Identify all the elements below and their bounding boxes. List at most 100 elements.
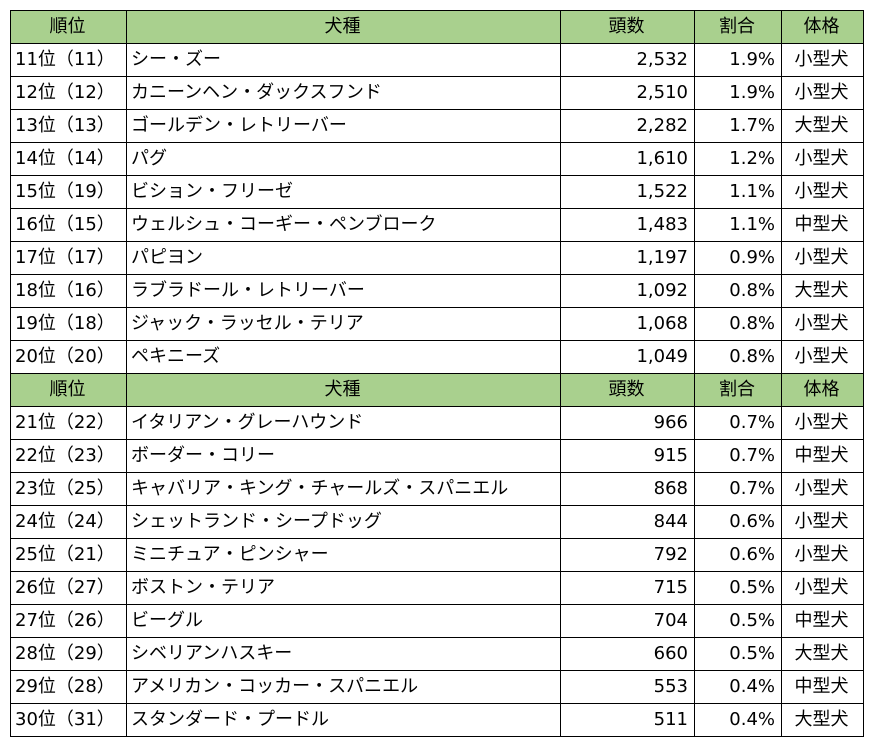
rank-cell: 13位（13） <box>10 109 127 143</box>
breed-cell: ジャック・ラッセル・テリア <box>126 307 561 341</box>
table-row: 24位（24） シェットランド・シープドッグ 844 0.6% 小型犬 <box>10 505 864 539</box>
table-row: 27位（26） ビーグル 704 0.5% 中型犬 <box>10 604 864 638</box>
table-body: 順位 犬種 頭数 割合 体格 11位（11） シー・ズー 2,532 1.9% … <box>10 10 864 737</box>
count-cell: 1,522 <box>560 175 695 209</box>
table-row: 29位（28） アメリカン・コッカー・スパニエル 553 0.4% 中型犬 <box>10 670 864 704</box>
rank-cell: 21位（22） <box>10 406 127 440</box>
rank-cell: 25位（21） <box>10 538 127 572</box>
size-cell: 大型犬 <box>781 703 864 737</box>
header-ratio: 割合 <box>694 373 782 407</box>
ratio-cell: 1.1% <box>694 208 782 242</box>
ratio-cell: 0.7% <box>694 406 782 440</box>
ratio-cell: 0.6% <box>694 538 782 572</box>
count-cell: 511 <box>560 703 695 737</box>
size-cell: 小型犬 <box>781 142 864 176</box>
table-row: 12位（12） カニーンヘン・ダックスフンド 2,510 1.9% 小型犬 <box>10 76 864 110</box>
ratio-cell: 1.1% <box>694 175 782 209</box>
size-cell: 小型犬 <box>781 76 864 110</box>
breed-cell: アメリカン・コッカー・スパニエル <box>126 670 561 704</box>
rank-cell: 29位（28） <box>10 670 127 704</box>
table-row: 18位（16） ラブラドール・レトリーバー 1,092 0.8% 大型犬 <box>10 274 864 308</box>
header-row-1: 順位 犬種 頭数 割合 体格 <box>10 10 864 44</box>
table-row: 28位（29） シベリアンハスキー 660 0.5% 大型犬 <box>10 637 864 671</box>
breed-cell: パグ <box>126 142 561 176</box>
table-row: 20位（20） ペキニーズ 1,049 0.8% 小型犬 <box>10 340 864 374</box>
size-cell: 小型犬 <box>781 340 864 374</box>
size-cell: 小型犬 <box>781 571 864 605</box>
table-row: 26位（27） ボストン・テリア 715 0.5% 小型犬 <box>10 571 864 605</box>
size-cell: 小型犬 <box>781 241 864 275</box>
rank-cell: 28位（29） <box>10 637 127 671</box>
table-row: 23位（25） キャバリア・キング・チャールズ・スパニエル 868 0.7% 小… <box>10 472 864 506</box>
rank-cell: 19位（18） <box>10 307 127 341</box>
count-cell: 2,510 <box>560 76 695 110</box>
ratio-cell: 0.5% <box>694 571 782 605</box>
ratio-cell: 0.7% <box>694 439 782 473</box>
size-cell: 大型犬 <box>781 109 864 143</box>
header-breed: 犬種 <box>126 373 561 407</box>
breed-cell: シー・ズー <box>126 43 561 77</box>
rank-cell: 24位（24） <box>10 505 127 539</box>
header-count: 頭数 <box>560 10 695 44</box>
count-cell: 868 <box>560 472 695 506</box>
breed-cell: スタンダード・プードル <box>126 703 561 737</box>
breed-cell: ゴールデン・レトリーバー <box>126 109 561 143</box>
rank-cell: 22位（23） <box>10 439 127 473</box>
count-cell: 1,483 <box>560 208 695 242</box>
count-cell: 1,068 <box>560 307 695 341</box>
size-cell: 小型犬 <box>781 175 864 209</box>
breed-cell: カニーンヘン・ダックスフンド <box>126 76 561 110</box>
size-cell: 小型犬 <box>781 43 864 77</box>
rank-cell: 15位（19） <box>10 175 127 209</box>
header-rank: 順位 <box>10 373 127 407</box>
count-cell: 915 <box>560 439 695 473</box>
rank-cell: 12位（12） <box>10 76 127 110</box>
header-ratio: 割合 <box>694 10 782 44</box>
count-cell: 704 <box>560 604 695 638</box>
size-cell: 小型犬 <box>781 472 864 506</box>
size-cell: 小型犬 <box>781 538 864 572</box>
rank-cell: 20位（20） <box>10 340 127 374</box>
count-cell: 1,197 <box>560 241 695 275</box>
breed-cell: ペキニーズ <box>126 340 561 374</box>
rank-cell: 30位（31） <box>10 703 127 737</box>
size-cell: 中型犬 <box>781 604 864 638</box>
rank-cell: 27位（26） <box>10 604 127 638</box>
size-cell: 大型犬 <box>781 274 864 308</box>
size-cell: 大型犬 <box>781 637 864 671</box>
rank-cell: 11位（11） <box>10 43 127 77</box>
rank-cell: 16位（15） <box>10 208 127 242</box>
ratio-cell: 0.8% <box>694 274 782 308</box>
ratio-cell: 0.8% <box>694 307 782 341</box>
table-row: 22位（23） ボーダー・コリー 915 0.7% 中型犬 <box>10 439 864 473</box>
table-row: 25位（21） ミニチュア・ピンシャー 792 0.6% 小型犬 <box>10 538 864 572</box>
size-cell: 中型犬 <box>781 208 864 242</box>
table-row: 16位（15） ウェルシュ・コーギー・ペンブローク 1,483 1.1% 中型犬 <box>10 208 864 242</box>
header-rank: 順位 <box>10 10 127 44</box>
breed-cell: シベリアンハスキー <box>126 637 561 671</box>
table-row: 17位（17） パピヨン 1,197 0.9% 小型犬 <box>10 241 864 275</box>
ratio-cell: 0.6% <box>694 505 782 539</box>
ratio-cell: 1.9% <box>694 43 782 77</box>
ratio-cell: 1.7% <box>694 109 782 143</box>
ratio-cell: 1.2% <box>694 142 782 176</box>
breed-cell: ウェルシュ・コーギー・ペンブローク <box>126 208 561 242</box>
ratio-cell: 0.4% <box>694 703 782 737</box>
breed-cell: ミニチュア・ピンシャー <box>126 538 561 572</box>
table-row: 30位（31） スタンダード・プードル 511 0.4% 大型犬 <box>10 703 864 737</box>
count-cell: 2,282 <box>560 109 695 143</box>
dog-breed-ranking-table: 順位 犬種 頭数 割合 体格 11位（11） シー・ズー 2,532 1.9% … <box>10 10 864 737</box>
size-cell: 中型犬 <box>781 439 864 473</box>
size-cell: 小型犬 <box>781 406 864 440</box>
table-row: 14位（14） パグ 1,610 1.2% 小型犬 <box>10 142 864 176</box>
header-size: 体格 <box>781 10 864 44</box>
ratio-cell: 0.9% <box>694 241 782 275</box>
count-cell: 553 <box>560 670 695 704</box>
count-cell: 1,092 <box>560 274 695 308</box>
breed-cell: ラブラドール・レトリーバー <box>126 274 561 308</box>
header-size: 体格 <box>781 373 864 407</box>
count-cell: 792 <box>560 538 695 572</box>
count-cell: 1,610 <box>560 142 695 176</box>
ratio-cell: 0.7% <box>694 472 782 506</box>
table-row: 19位（18） ジャック・ラッセル・テリア 1,068 0.8% 小型犬 <box>10 307 864 341</box>
